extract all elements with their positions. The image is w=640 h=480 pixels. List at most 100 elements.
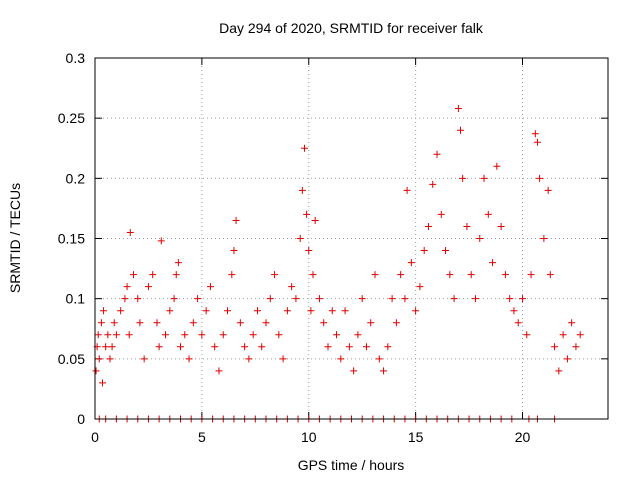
- x-tick-label: 0: [91, 429, 99, 445]
- data-point: [328, 307, 336, 315]
- data-point: [403, 186, 411, 194]
- data-point: [484, 210, 492, 218]
- x-tick-label: 20: [515, 429, 531, 445]
- y-tick-labels: 0 0.05 0.1 0.15 0.2 0.25 0.3: [58, 50, 85, 427]
- data-point: [202, 307, 210, 315]
- data-point: [576, 331, 584, 339]
- data-point: [519, 295, 526, 303]
- data-point: [489, 259, 497, 267]
- y-tick-label: 0.1: [66, 291, 86, 307]
- data-point: [311, 216, 319, 224]
- data-point: [433, 150, 441, 158]
- data-point: [412, 307, 420, 315]
- x-axis-label: GPS time / hours: [298, 457, 405, 473]
- data-point: [510, 307, 518, 315]
- data-point: [245, 355, 253, 363]
- data-point: [320, 319, 328, 327]
- data-point: [232, 216, 240, 224]
- data-point: [397, 271, 405, 279]
- data-point: [283, 307, 291, 315]
- data-point: [471, 295, 479, 303]
- data-point: [497, 222, 505, 230]
- data-point: [459, 174, 467, 182]
- data-point: [563, 355, 571, 363]
- data-point: [384, 343, 392, 351]
- data-point: [442, 247, 450, 255]
- data-point: [380, 367, 388, 375]
- data-point: [424, 222, 432, 230]
- data-point: [123, 283, 131, 291]
- data-point: [446, 271, 454, 279]
- data-point: [296, 235, 304, 242]
- data-point: [450, 295, 458, 303]
- data-point: [493, 162, 501, 170]
- data-point: [476, 235, 484, 242]
- data-point: [540, 235, 548, 242]
- data-point: [467, 271, 475, 279]
- data-point: [140, 355, 148, 363]
- data-point: [266, 295, 274, 303]
- data-point: [367, 319, 375, 327]
- grid-lines: [95, 58, 608, 419]
- data-point: [166, 307, 174, 315]
- data-point: [241, 343, 249, 351]
- data-point: [253, 307, 261, 315]
- data-point: [162, 331, 170, 339]
- data-point: [155, 343, 163, 351]
- data-point: [262, 319, 270, 327]
- data-point: [97, 319, 105, 327]
- data-point: [153, 319, 161, 327]
- data-point: [568, 319, 576, 327]
- data-point: [527, 271, 535, 279]
- data-point: [170, 295, 178, 303]
- data-point: [371, 271, 379, 279]
- data-point: [112, 331, 120, 339]
- data-point: [303, 210, 311, 218]
- x-tick-labels: 0 5 10 15 20: [91, 429, 530, 445]
- data-point: [454, 105, 462, 113]
- y-tick-label: 0: [77, 411, 85, 427]
- y-tick-label: 0.2: [66, 170, 86, 186]
- data-point: [375, 355, 383, 363]
- data-point: [315, 295, 323, 303]
- data-point: [174, 259, 182, 267]
- x-tick-label: 5: [198, 429, 206, 445]
- data-point: [136, 319, 144, 327]
- data-point: [106, 355, 114, 363]
- data-point: [230, 247, 238, 255]
- data-point: [333, 331, 341, 339]
- data-point: [480, 174, 488, 182]
- data-point: [506, 295, 514, 303]
- data-point: [309, 271, 317, 279]
- x-tick-label: 15: [408, 429, 424, 445]
- data-point: [536, 174, 544, 182]
- data-point: [546, 271, 554, 279]
- data-point: [544, 186, 552, 194]
- data-point: [341, 307, 349, 315]
- data-point: [337, 355, 345, 363]
- data-point: [392, 319, 400, 327]
- data-point: [224, 307, 232, 315]
- y-tick-label: 0.05: [58, 351, 85, 367]
- data-point: [523, 331, 531, 339]
- y-tick-label: 0.25: [58, 110, 85, 126]
- data-point: [92, 367, 100, 375]
- data-point: [437, 210, 445, 218]
- data-point: [219, 331, 227, 339]
- data-point: [121, 295, 129, 303]
- data-point: [215, 367, 223, 375]
- data-point: [228, 271, 236, 279]
- data-point: [157, 237, 165, 245]
- data-point: [177, 343, 184, 351]
- data-point: [271, 271, 279, 279]
- data-point: [463, 222, 471, 230]
- data-point: [457, 126, 465, 134]
- data-point: [236, 319, 244, 327]
- data-point: [354, 331, 362, 339]
- plot-frame: [94, 57, 609, 420]
- data-point: [172, 271, 180, 279]
- data-point: [211, 343, 219, 351]
- data-point: [108, 343, 116, 351]
- x-tick-label: 10: [301, 429, 317, 445]
